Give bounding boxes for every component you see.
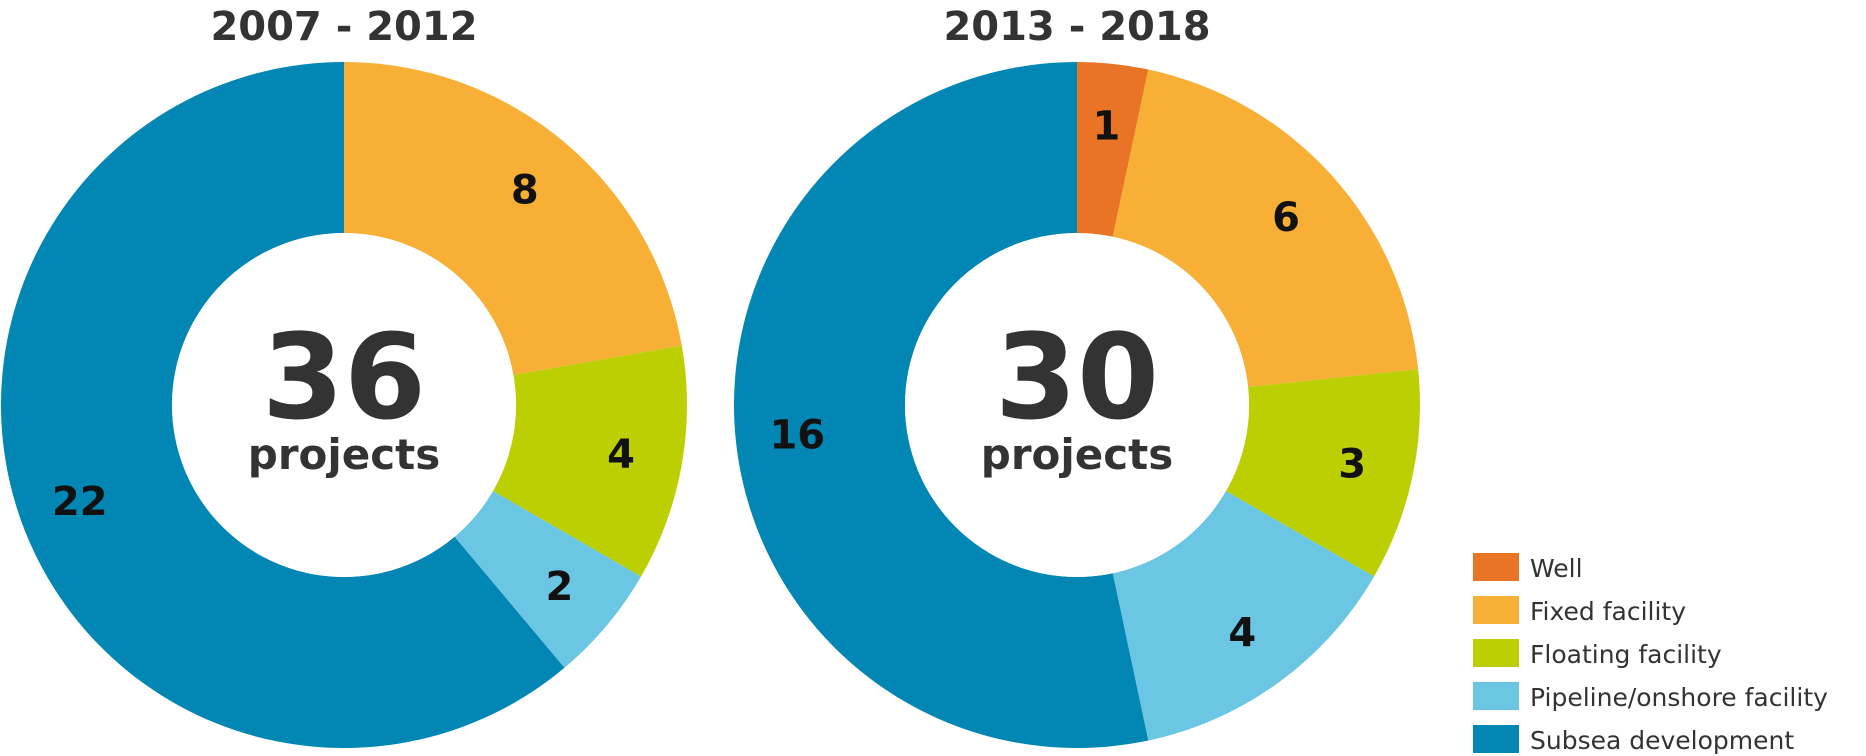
slice-value-label-fixed-facility: 8 [511, 168, 539, 214]
chart-title: 2013 - 2018 [943, 4, 1210, 50]
center-total-label: projects [981, 430, 1174, 479]
slice-floating-facility [492, 345, 687, 577]
slice-fixed-facility [344, 62, 682, 376]
slice-value-label-subsea-development: 16 [769, 412, 825, 458]
slice-value-label-pipeline-onshore-facility: 4 [1228, 611, 1256, 657]
slice-value-label-floating-facility: 4 [607, 432, 635, 478]
legend-swatch-well [1473, 553, 1519, 581]
legend-swatch-floating-facility [1473, 639, 1519, 667]
slice-subsea-development [1, 62, 565, 749]
legend-swatch-fixed-facility [1473, 596, 1519, 624]
center-total-value: 36 [262, 308, 426, 446]
center-total-label: projects [248, 430, 441, 479]
slice-pipeline-onshore-facility [454, 491, 642, 668]
legend-swatch-subsea-development [1473, 725, 1519, 753]
center-total-value: 30 [995, 308, 1159, 446]
slice-value-label-well: 1 [1092, 103, 1120, 149]
legend-label-fixed-facility: Fixed facility [1530, 597, 1686, 626]
chart-title: 2007 - 2012 [210, 4, 477, 50]
legend-label-floating-facility: Floating facility [1530, 640, 1722, 669]
slice-value-label-subsea-development: 22 [52, 479, 108, 525]
slice-subsea-development [734, 62, 1149, 748]
slice-fixed-facility [1112, 69, 1419, 388]
slice-value-label-fixed-facility: 6 [1272, 195, 1300, 241]
legend-swatch-pipeline-onshore-facility [1473, 682, 1519, 710]
slice-well [1077, 62, 1149, 237]
slice-pipeline-onshore-facility [1112, 491, 1375, 741]
slice-value-label-floating-facility: 3 [1338, 441, 1366, 487]
legend-label-pipeline-onshore-facility: Pipeline/onshore facility [1530, 683, 1828, 712]
donut-hole [172, 233, 516, 577]
legend-label-subsea-development: Subsea development [1530, 726, 1794, 755]
slice-floating-facility [1225, 369, 1420, 577]
slice-value-label-pipeline-onshore-facility: 2 [546, 564, 574, 610]
chart-legend: Well Fixed facility Floating facility Pipel… [1473, 553, 1828, 755]
donut-hole [905, 233, 1249, 577]
legend-label-well: Well [1530, 554, 1583, 583]
